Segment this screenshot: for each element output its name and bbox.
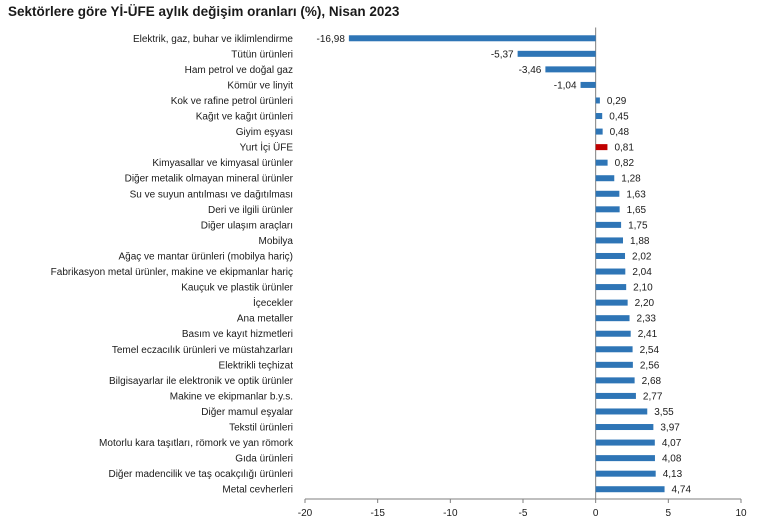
category-label: Kağıt ve kağıt ürünleri <box>196 112 293 123</box>
bar <box>595 159 608 166</box>
bar <box>595 268 626 275</box>
category-label: Diğer madencilik ve taş ocakçılığı ürünl… <box>108 469 293 480</box>
category-label: Diğer mamul eşyalar <box>201 407 293 418</box>
value-label: 4,74 <box>672 485 692 496</box>
category-label: Ana metaller <box>237 314 294 325</box>
category-label: Su ve suyun antılması ve dağıtılması <box>130 189 293 200</box>
bar <box>595 175 615 182</box>
value-label: 1,28 <box>621 174 641 185</box>
bar <box>595 377 635 384</box>
bar <box>348 35 596 42</box>
value-label: -5,37 <box>491 49 514 60</box>
x-tick-label: -5 <box>519 508 528 519</box>
bar <box>595 470 656 477</box>
value-label: 2,02 <box>632 251 652 262</box>
bar <box>595 252 626 259</box>
category-label: Yurt İçi ÜFE <box>240 141 294 154</box>
value-label: -3,46 <box>519 65 542 76</box>
category-label: Kimyasallar ve kimyasal ürünler <box>152 158 293 169</box>
value-label: 2,41 <box>638 329 658 340</box>
category-label: Metal cevherleri <box>222 485 293 496</box>
bar <box>595 455 655 462</box>
category-label: İçecekler <box>253 296 294 309</box>
category-label: Diğer ulaşım araçları <box>201 220 293 231</box>
value-label: 1,65 <box>627 205 647 216</box>
bar <box>595 315 630 322</box>
bar <box>595 486 665 493</box>
chart-title: Sektörlere göre Yİ-ÜFE aylık değişim ora… <box>8 4 400 19</box>
value-label: 0,45 <box>609 112 629 123</box>
value-label: -16,98 <box>317 34 346 45</box>
category-label: Temel eczacılık ürünleri ve müstahzarlar… <box>112 345 293 356</box>
value-label: 2,04 <box>632 267 652 278</box>
category-label: Giyim eşyası <box>236 127 293 138</box>
bar <box>517 50 596 57</box>
category-label: Ağaç ve mantar ürünleri (mobilya hariç) <box>118 251 293 262</box>
value-label: 0,29 <box>607 96 627 107</box>
category-label: Elektrikli teçhizat <box>219 360 294 371</box>
bar <box>595 408 648 415</box>
category-label: Kok ve rafine petrol ürünleri <box>171 96 293 107</box>
value-label: -1,04 <box>554 80 577 91</box>
x-tick-label: 0 <box>593 508 599 519</box>
value-label: 2,54 <box>640 345 660 356</box>
bar <box>595 284 627 291</box>
value-label: 1,63 <box>626 189 646 200</box>
bar <box>595 330 631 337</box>
value-label: 4,13 <box>663 469 683 480</box>
category-label: Tütün ürünleri <box>231 49 293 60</box>
x-tick-label: -10 <box>443 508 458 519</box>
bar <box>595 144 608 151</box>
value-label: 1,75 <box>628 220 648 231</box>
category-label: Bilgisayarlar ile elektronik ve optik ür… <box>109 376 294 387</box>
value-label: 0,82 <box>615 158 635 169</box>
value-label: 2,56 <box>640 360 660 371</box>
category-label: Kauçuk ve plastik ürünler <box>181 283 293 294</box>
bar <box>595 128 603 135</box>
value-label: 2,33 <box>637 314 657 325</box>
bar <box>595 190 620 197</box>
x-tick-label: 10 <box>735 508 747 519</box>
x-tick-label: 5 <box>666 508 672 519</box>
value-label: 4,08 <box>662 454 682 465</box>
value-label: 2,20 <box>635 298 655 309</box>
category-label: Kömür ve linyit <box>227 80 293 91</box>
bar <box>545 66 596 73</box>
value-label: 2,77 <box>643 391 663 402</box>
value-label: 4,07 <box>662 438 682 449</box>
bar <box>595 424 654 431</box>
category-label: Deri ve ilgili ürünler <box>208 205 294 216</box>
category-label: Gıda ürünleri <box>235 454 293 465</box>
bar <box>595 221 622 228</box>
value-label: 0,48 <box>610 127 630 138</box>
category-label: Basım ve kayıt hizmetleri <box>182 329 293 340</box>
bar <box>595 392 636 399</box>
category-label: Diğer metalik olmayan mineral ürünler <box>125 174 294 185</box>
category-label: Makine ve ekipmanlar b.y.s. <box>170 391 293 402</box>
category-label: Fabrikasyon metal ürünler, makine ve eki… <box>51 267 293 278</box>
bar <box>595 346 633 353</box>
category-label: Elektrik, gaz, buhar ve iklimlendirme <box>133 34 293 45</box>
value-label: 0,81 <box>614 143 634 154</box>
bar <box>595 361 633 368</box>
bar <box>595 206 620 213</box>
bar <box>580 81 596 88</box>
value-label: 1,88 <box>630 236 650 247</box>
bar <box>595 237 623 244</box>
bar <box>595 97 600 104</box>
x-tick-label: -20 <box>298 508 313 519</box>
value-label: 3,55 <box>654 407 674 418</box>
x-tick-label: -15 <box>370 508 385 519</box>
bar <box>595 299 628 306</box>
value-label: 2,10 <box>633 283 653 294</box>
value-label: 2,68 <box>642 376 662 387</box>
category-label: Ham petrol ve doğal gaz <box>185 65 293 76</box>
category-label: Motorlu kara taşıtları, römork ve yan rö… <box>99 438 294 449</box>
bar <box>595 113 603 120</box>
category-label: Tekstil ürünleri <box>229 423 293 434</box>
value-label: 3,97 <box>660 423 680 434</box>
bar <box>595 439 655 446</box>
category-label: Mobilya <box>259 236 294 247</box>
